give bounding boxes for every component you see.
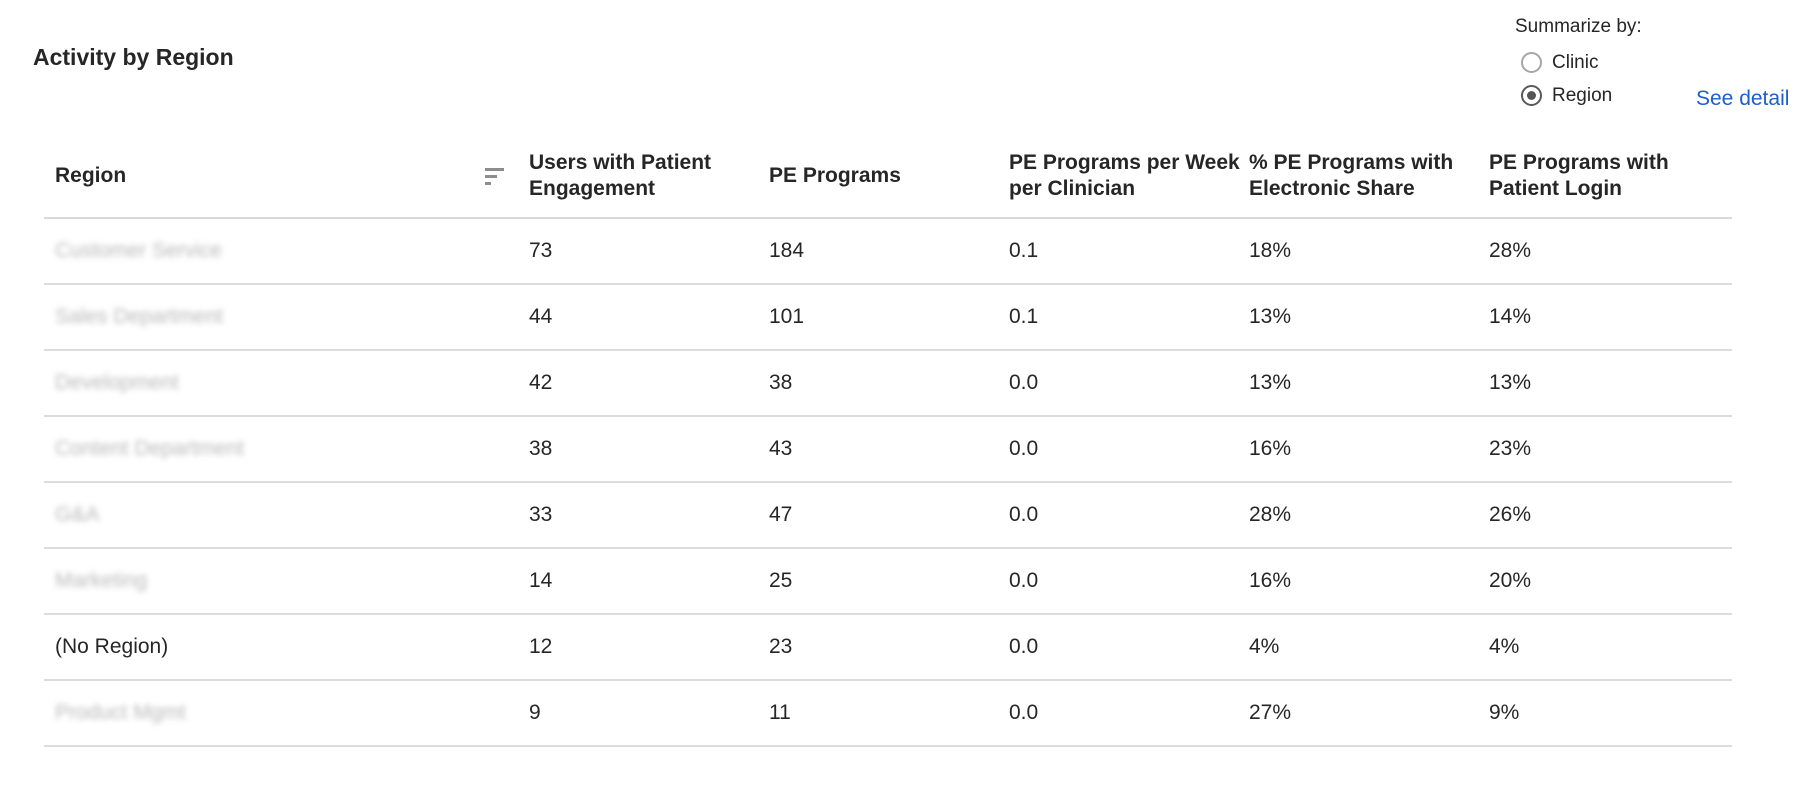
cell-per-week: 0.0 bbox=[1009, 569, 1039, 592]
cell-per-week: 0.0 bbox=[1009, 371, 1039, 394]
header-region-label: Region bbox=[55, 164, 127, 187]
cell-users: 38 bbox=[529, 437, 553, 460]
cell-patient-login: 13% bbox=[1489, 371, 1532, 394]
cell-region[interactable]: Sales Department bbox=[55, 305, 224, 328]
cell-per-week: 0.0 bbox=[1009, 701, 1039, 724]
cell-electronic-share: 4% bbox=[1249, 635, 1280, 658]
table-row[interactable]: (No Region) 12 23 0.0 4% 4% bbox=[44, 615, 1732, 681]
cell-pe-programs: 38 bbox=[769, 371, 793, 394]
cell-users: 14 bbox=[529, 569, 553, 592]
table-header-row: Region Users with Patient Engagement PE … bbox=[44, 145, 1732, 219]
cell-users: 9 bbox=[529, 701, 541, 724]
table-row[interactable]: Product Mgmt 9 11 0.0 27% 9% bbox=[44, 681, 1732, 747]
cell-region[interactable]: Marketing bbox=[55, 569, 148, 592]
table-row[interactable]: Sales Department 44 101 0.1 13% 14% bbox=[44, 285, 1732, 351]
cell-patient-login: 14% bbox=[1489, 305, 1532, 328]
cell-electronic-share: 16% bbox=[1249, 437, 1292, 460]
cell-users: 12 bbox=[529, 635, 553, 658]
cell-users: 33 bbox=[529, 503, 553, 526]
radio-region-label: Region bbox=[1552, 84, 1613, 106]
cell-electronic-share: 13% bbox=[1249, 305, 1292, 328]
cell-region[interactable]: G&A bbox=[55, 503, 100, 526]
cell-region[interactable]: (No Region) bbox=[55, 635, 169, 658]
page-title: Activity by Region bbox=[33, 44, 234, 70]
cell-users: 42 bbox=[529, 371, 553, 394]
radio-region[interactable] bbox=[1521, 85, 1542, 106]
cell-region[interactable]: Development bbox=[55, 371, 179, 394]
cell-pe-programs: 101 bbox=[769, 305, 805, 328]
cell-electronic-share: 18% bbox=[1249, 239, 1292, 262]
cell-per-week: 0.1 bbox=[1009, 305, 1039, 328]
header-region[interactable]: Region bbox=[44, 145, 529, 189]
cell-patient-login: 23% bbox=[1489, 437, 1532, 460]
table-row[interactable]: G&A 33 47 0.0 28% 26% bbox=[44, 483, 1732, 549]
summarize-by-group: Summarize by: Clinic Region bbox=[1515, 16, 1642, 112]
cell-region[interactable]: Content Department bbox=[55, 437, 245, 460]
cell-electronic-share: 13% bbox=[1249, 371, 1292, 394]
cell-pe-programs: 25 bbox=[769, 569, 793, 592]
table-row[interactable]: Development 42 38 0.0 13% 13% bbox=[44, 351, 1732, 417]
header-patient-login[interactable]: PE Programs with Patient Login bbox=[1489, 151, 1669, 200]
summarize-option-clinic[interactable]: Clinic bbox=[1521, 46, 1642, 79]
cell-per-week: 0.1 bbox=[1009, 239, 1039, 262]
cell-pe-programs: 11 bbox=[769, 701, 791, 724]
summarize-option-region[interactable]: Region bbox=[1521, 79, 1642, 112]
cell-patient-login: 20% bbox=[1489, 569, 1532, 592]
cell-patient-login: 9% bbox=[1489, 701, 1520, 724]
cell-pe-programs: 43 bbox=[769, 437, 793, 460]
sort-icon[interactable] bbox=[484, 166, 506, 186]
cell-electronic-share: 28% bbox=[1249, 503, 1292, 526]
cell-pe-programs: 184 bbox=[769, 239, 805, 262]
cell-pe-programs: 47 bbox=[769, 503, 793, 526]
table-row[interactable]: Marketing 14 25 0.0 16% 20% bbox=[44, 549, 1732, 615]
cell-patient-login: 4% bbox=[1489, 635, 1520, 658]
cell-per-week: 0.0 bbox=[1009, 437, 1039, 460]
table-row[interactable]: Customer Service 73 184 0.1 18% 28% bbox=[44, 219, 1732, 285]
cell-electronic-share: 16% bbox=[1249, 569, 1292, 592]
cell-users: 44 bbox=[529, 305, 553, 328]
cell-electronic-share: 27% bbox=[1249, 701, 1292, 724]
header-users[interactable]: Users with Patient Engagement bbox=[529, 151, 712, 200]
header-electronic-share[interactable]: % PE Programs with Electronic Share bbox=[1249, 151, 1454, 200]
radio-clinic[interactable] bbox=[1521, 52, 1542, 73]
cell-region[interactable]: Customer Service bbox=[55, 239, 222, 262]
header-pe-programs[interactable]: PE Programs bbox=[769, 164, 901, 187]
header-per-week[interactable]: PE Programs per Week per Clinician bbox=[1009, 151, 1240, 200]
see-detail-link[interactable]: See detail bbox=[1696, 87, 1790, 110]
cell-patient-login: 28% bbox=[1489, 239, 1532, 262]
radio-clinic-label: Clinic bbox=[1552, 51, 1599, 73]
region-activity-table: Region Users with Patient Engagement PE … bbox=[44, 145, 1732, 747]
cell-region[interactable]: Product Mgmt bbox=[55, 701, 186, 724]
summarize-by-label: Summarize by: bbox=[1515, 16, 1642, 37]
cell-per-week: 0.0 bbox=[1009, 503, 1039, 526]
cell-pe-programs: 23 bbox=[769, 635, 793, 658]
table-row[interactable]: Content Department 38 43 0.0 16% 23% bbox=[44, 417, 1732, 483]
cell-per-week: 0.0 bbox=[1009, 635, 1039, 658]
cell-users: 73 bbox=[529, 239, 553, 262]
cell-patient-login: 26% bbox=[1489, 503, 1532, 526]
